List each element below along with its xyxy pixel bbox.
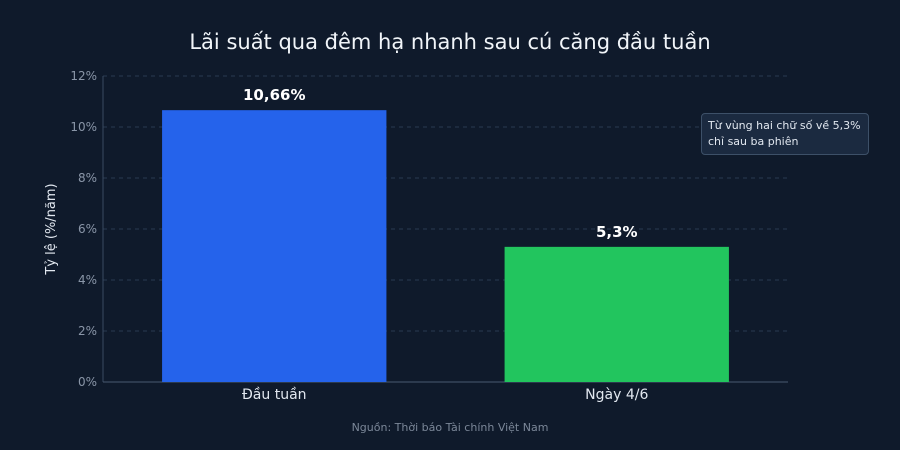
y-tick-label: 12% — [70, 69, 97, 83]
chart-title: Lãi suất qua đêm hạ nhanh sau cú căng đầ… — [189, 30, 711, 54]
annotation-line-1: Từ vùng hai chữ số về 5,3% — [708, 119, 861, 132]
bar — [162, 110, 387, 383]
y-tick-label: 6% — [78, 222, 97, 236]
bar — [504, 246, 729, 382]
y-tick-label: 8% — [78, 171, 97, 185]
source-note: Nguồn: Thời báo Tài chính Việt Nam — [351, 421, 549, 434]
y-tick-label: 2% — [78, 324, 97, 338]
y-tick-label: 4% — [78, 273, 97, 287]
bar-value-label: 5,3% — [596, 223, 638, 241]
annotation-line-2: chỉ sau ba phiên — [708, 135, 799, 148]
y-axis-label: Tỷ lệ (%/năm) — [44, 183, 59, 275]
y-tick-label: 0% — [78, 375, 97, 389]
bar-value-label: 10,66% — [243, 86, 305, 104]
x-tick-label: Đầu tuần — [242, 387, 307, 403]
y-tick-label: 10% — [70, 120, 97, 134]
x-tick-label: Ngày 4/6 — [585, 387, 648, 403]
chart-annotation: Từ vùng hai chữ số về 5,3% chỉ sau ba ph… — [701, 113, 869, 155]
